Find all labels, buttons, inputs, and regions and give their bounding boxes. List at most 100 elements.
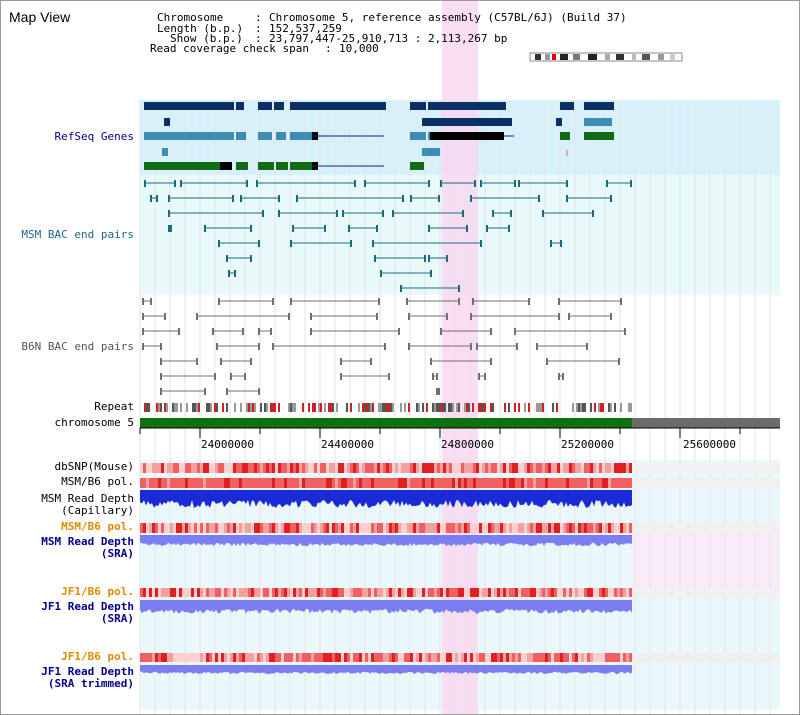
axis-tick-label: 24000000 [201, 438, 254, 451]
pol-heat-cell [497, 653, 500, 662]
pol-heat-cell [242, 478, 245, 488]
pol-heat-cell [356, 463, 359, 473]
pol-heat-cell [434, 588, 437, 597]
pol-heat-cell [548, 523, 551, 533]
pol-heat-cell [575, 478, 578, 488]
track-label-jf1-b6-pol-2[interactable]: JF1/B6 pol. [61, 650, 134, 663]
msm-bac-pair-end [480, 180, 482, 187]
pol-heat-cell [578, 523, 581, 533]
pol-heat-cell [152, 588, 155, 597]
repeat-mark [514, 403, 516, 412]
pol-heat-cell [536, 463, 539, 473]
pol-heat-cell [410, 463, 413, 473]
pol-heat-cell [365, 588, 368, 597]
pol-heat-cell [182, 478, 185, 488]
info-length-value: 152,537,259 [269, 22, 342, 35]
pol-heat-cell [356, 588, 359, 597]
pol-heat-cell [401, 523, 404, 533]
pol-heat-cell [416, 478, 419, 488]
pol-heat-cell [152, 653, 155, 662]
track-label-chromosome[interactable]: chromosome 5 [54, 416, 134, 429]
b6n-bac-pair-end [558, 313, 560, 320]
pol-heat-cell [182, 653, 185, 662]
msm-bac-pair-end [566, 180, 568, 187]
track-label-msm-depth-sra[interactable]: MSM Read Depth [41, 535, 134, 548]
pol-heat-cell [542, 653, 545, 662]
info-coverage-value: 10,000 [339, 42, 379, 55]
pol-heat-cell [413, 523, 416, 533]
track-label-msm-depth-capillary[interactable]: MSM Read Depth [41, 492, 134, 505]
track-label-b6n-bac[interactable]: B6N BAC end pairs [21, 340, 134, 353]
pol-heat-cell [350, 463, 353, 473]
pol-heat-cell [374, 653, 377, 662]
b6n-bac-pair-end [470, 313, 472, 320]
pol-heat-cell [308, 478, 311, 488]
pol-heat-cell [473, 463, 476, 473]
pol-heat-cell [599, 478, 602, 488]
axis-tick-label: 24400000 [321, 438, 374, 451]
track-label-repeat[interactable]: Repeat [94, 400, 134, 413]
msm-bac-pair-end [296, 195, 298, 202]
b6n-bac-pair-end [340, 358, 342, 365]
pol-heat-empty [632, 523, 780, 533]
pol-heat-cell [269, 478, 272, 488]
pol-heat-cell [368, 463, 371, 473]
track-label-jf1-depth-trimmed[interactable]: JF1 Read Depth [41, 665, 134, 678]
pol-heat-cell [614, 523, 617, 533]
pol-heat-cell [413, 478, 416, 488]
pol-heat-cell [395, 653, 398, 662]
pol-heat-cell [161, 463, 164, 473]
msm-bac-pair-end [538, 195, 540, 202]
pol-heat-cell [614, 478, 617, 488]
pol-heat-cell [239, 653, 242, 662]
info-sep-3: : [255, 32, 262, 45]
pol-heat-cell [353, 653, 356, 662]
b6n-bac-pair-end [196, 358, 198, 365]
repeat-mark [572, 403, 574, 412]
pol-heat-cell [299, 523, 302, 533]
track-label-msm-depth-sra-sub: (SRA) [100, 547, 134, 560]
msm-bac-pair-end [278, 210, 280, 217]
pol-heat-cell [251, 653, 254, 662]
b6n-bac-pair-end [216, 343, 218, 350]
pol-heat-cell [203, 463, 206, 473]
pol-heat-cell [197, 588, 200, 597]
pol-heat-cell [302, 463, 305, 473]
gene-block [584, 118, 612, 126]
pol-heat-cell [521, 478, 524, 488]
pol-heat-cell [476, 653, 479, 662]
track-label-refseq-genes[interactable]: RefSeq Genes [54, 130, 134, 143]
pol-heat-cell [383, 653, 386, 662]
track-label-dbsnp[interactable]: dbSNP(Mouse) [54, 460, 134, 473]
pol-heat-cell [344, 463, 347, 473]
pol-heat-cell [389, 653, 392, 662]
track-label-msm-bac[interactable]: MSM BAC end pairs [21, 228, 134, 241]
track-label-msm-b6-pol-2[interactable]: MSM/B6 pol. [61, 520, 134, 533]
pol-heat-cell [287, 653, 290, 662]
track-label-msm-b6-pol-1[interactable]: MSM/B6 pol. [61, 475, 134, 488]
pol-heat-cell [551, 523, 554, 533]
repeat-mark [160, 403, 162, 412]
pol-heat-cell [218, 478, 221, 488]
repeat-mark [254, 403, 256, 412]
pol-heat-cell [212, 478, 215, 488]
pol-heat-cell [626, 588, 629, 597]
pol-heat-cell [281, 588, 284, 597]
repeat-mark [628, 403, 630, 412]
pol-heat-cell [578, 653, 581, 662]
pol-heat-cell [332, 523, 335, 533]
pol-heat-cell [287, 463, 290, 473]
pol-heat-cell [539, 588, 542, 597]
pol-heat-cell [620, 478, 623, 488]
pol-heat-cell [500, 463, 503, 473]
repeat-mark [252, 403, 254, 412]
pol-heat-cell [554, 478, 557, 488]
track-label-jf1-depth-sra[interactable]: JF1 Read Depth [41, 600, 134, 613]
msm-bac-pair-end [174, 180, 176, 187]
track-label-jf1-b6-pol-1[interactable]: JF1/B6 pol. [61, 585, 134, 598]
repeat-mark [630, 403, 632, 412]
pol-heat-cell [596, 653, 599, 662]
pol-heat-cell [365, 478, 368, 488]
msm-bac-pair-end [342, 210, 344, 217]
